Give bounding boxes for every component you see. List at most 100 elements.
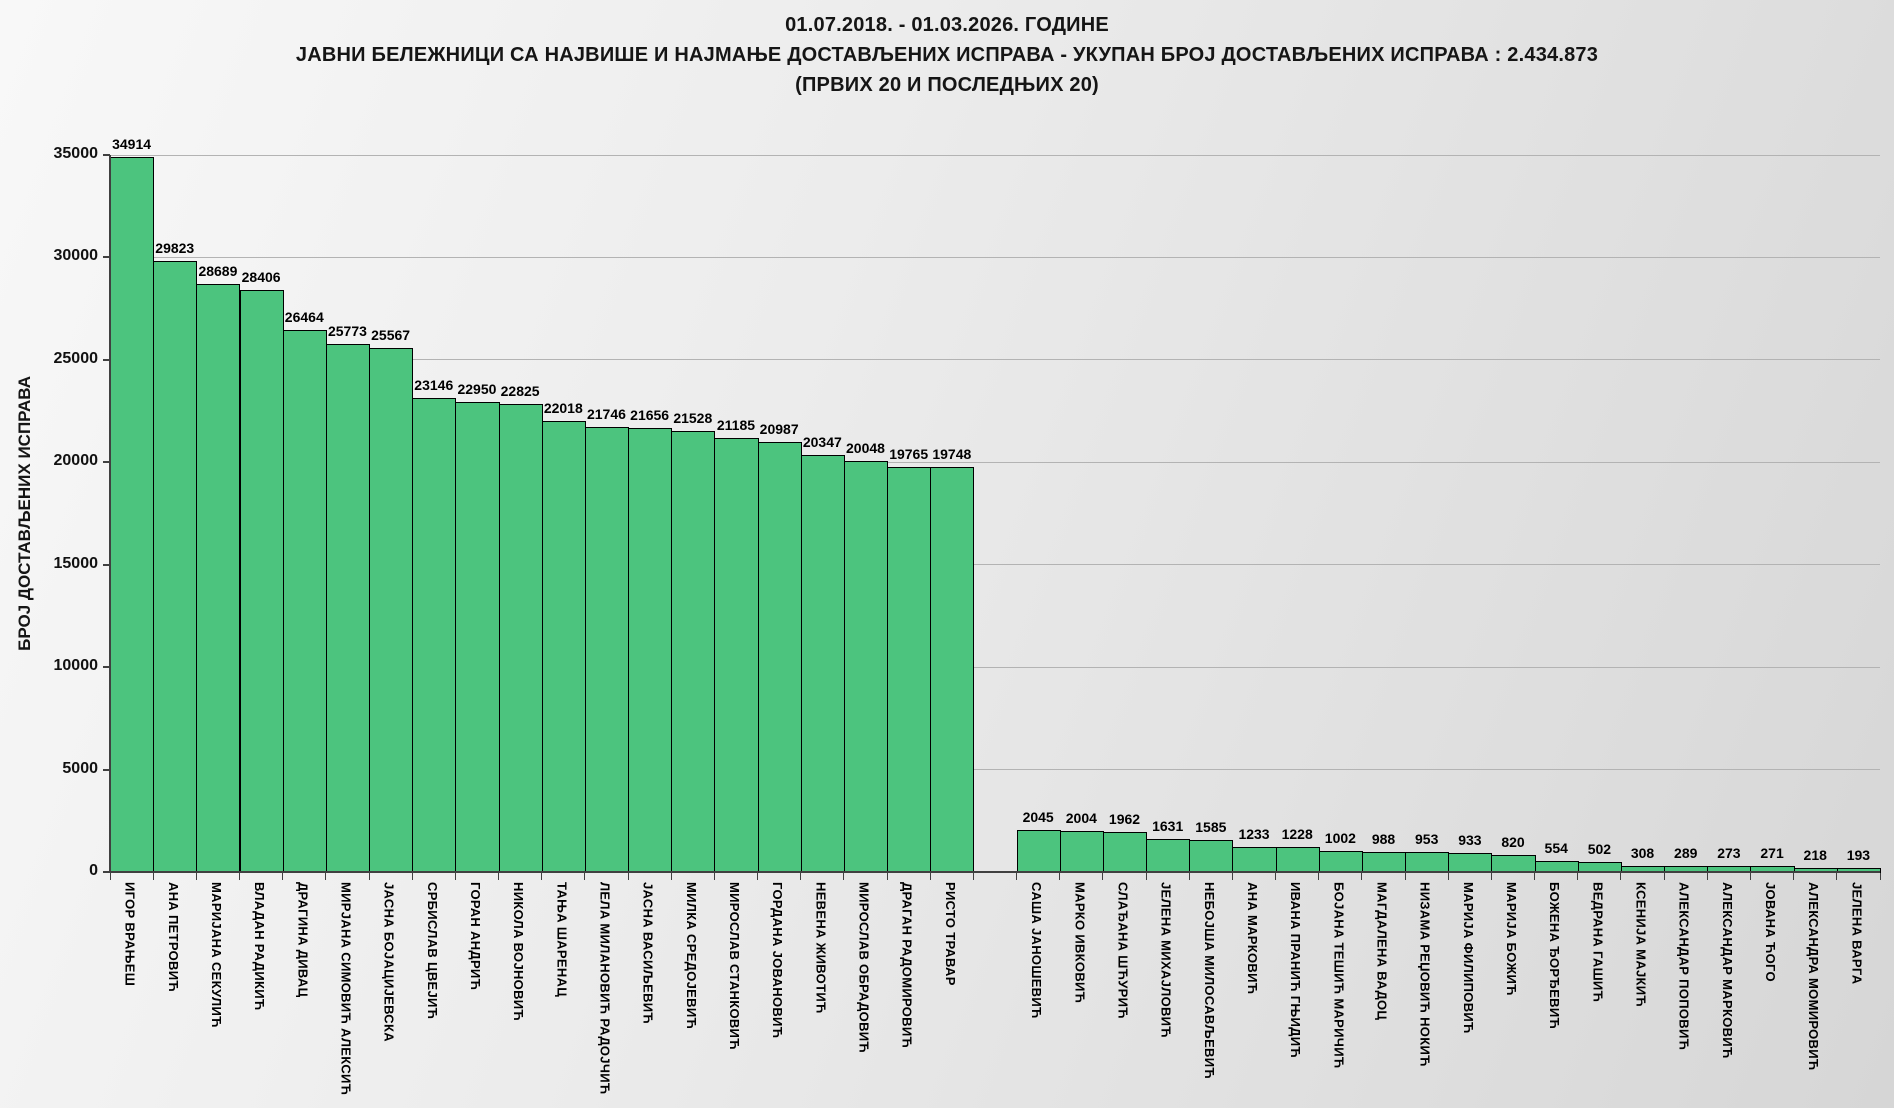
- bar: [369, 348, 414, 873]
- x-axis-tick: [757, 873, 759, 880]
- x-axis-tick: [800, 873, 802, 880]
- x-axis-tick: [1749, 873, 1751, 880]
- bar-category-label: АНА ПЕТРОВИЋ: [165, 882, 181, 993]
- x-axis-tick: [1663, 873, 1665, 880]
- bar: [800, 455, 845, 873]
- x-axis-tick: [1879, 873, 1881, 880]
- bar-category-label: АЛЕКСАНДРА МОМИРОВИЋ: [1806, 882, 1822, 1071]
- x-axis-tick: [1145, 873, 1147, 880]
- chart-title-line3: (ПРВИХ 20 И ПОСЛЕДЊИХ 20): [795, 74, 1099, 96]
- gridline: [110, 359, 1880, 361]
- x-axis-tick: [886, 873, 888, 880]
- bar: [1275, 846, 1320, 873]
- bar-value-label: 1233: [1238, 825, 1270, 842]
- bar-value-label: 21528: [673, 409, 713, 426]
- bar: [757, 442, 802, 873]
- bar-category-label: СЛАЂАНА ШЋУРИЋ: [1115, 882, 1131, 1019]
- bar-value-label: 2045: [1022, 809, 1054, 826]
- bar: [1448, 852, 1493, 873]
- y-tick-label: 35000: [53, 145, 99, 162]
- x-axis-tick: [1188, 873, 1190, 880]
- x-axis-tick: [1447, 873, 1449, 880]
- bar: [1361, 851, 1407, 873]
- bar-category-label: ЛЕЛА МИЛАНОВИЋ РАДОЈЧИЋ: [597, 882, 613, 1095]
- x-axis-tick: [1231, 873, 1233, 880]
- x-axis-tick: [1318, 873, 1320, 880]
- bar-value-label: 20987: [759, 421, 799, 438]
- chart-title-line2: ЈАВНИ БЕЛЕЖНИЦИ СА НАЈВИШЕ И НАЈМАЊЕ ДОС…: [295, 44, 1599, 66]
- x-axis-tick: [584, 873, 586, 880]
- x-axis-tick: [325, 873, 327, 880]
- bar-value-label: 988: [1371, 830, 1396, 847]
- bar-value-label: 22825: [500, 383, 540, 400]
- gridline: [110, 461, 1880, 463]
- bar: [153, 261, 198, 873]
- bar-value-label: 308: [1630, 844, 1655, 861]
- bar: [325, 344, 370, 873]
- bar-category-label: ДРАГАН РАДОМИРОВИЋ: [899, 882, 915, 1049]
- bar-value-label: 1228: [1281, 825, 1313, 842]
- bar: [714, 438, 759, 873]
- bar-category-label: НИКОЛА ВОЈНОВИЋ: [511, 882, 527, 1022]
- y-tick-label: 5000: [62, 759, 98, 777]
- bar-category-label: МИРЈАНА СИМОВИЋ АЛЕКСИЋ: [338, 882, 354, 1096]
- bar-category-label: ГОРДАНА ЈОВАНОВИЋ: [770, 882, 786, 1039]
- bar-value-label: 29823: [155, 240, 195, 257]
- bar-value-label: 289: [1674, 845, 1698, 862]
- bar-category-label: МИРОСЛАВ ОБРАДОВИЋ: [856, 882, 872, 1054]
- y-axis-tick: [103, 768, 110, 771]
- x-axis-tick: [1490, 873, 1492, 880]
- y-tick-label: 20000: [53, 452, 99, 470]
- x-axis-tick: [1059, 873, 1061, 880]
- y-tick-label: 30000: [53, 247, 99, 265]
- bar: [1016, 830, 1061, 873]
- x-axis-tick: [1361, 873, 1363, 880]
- bar-category-label: ЈОВАНА ЋОГО: [1763, 882, 1779, 982]
- bar-category-label: САША ЈАНОШЕВИЋ: [1029, 882, 1045, 1019]
- bar: [887, 467, 932, 873]
- y-axis-tick: [103, 871, 110, 873]
- bar-value-label: 953: [1415, 831, 1439, 848]
- x-axis-tick: [1620, 873, 1622, 880]
- bar-category-label: МАГДАЛЕНА ВАДОЦ: [1374, 882, 1390, 1021]
- bar-value-label: 20347: [802, 434, 842, 451]
- bar: [1146, 838, 1191, 873]
- x-axis-tick: [498, 873, 500, 880]
- x-axis-tick: [1577, 873, 1579, 880]
- bar-category-label: ВЛАДАН РАДИКИЋ: [252, 882, 268, 1011]
- bar: [239, 290, 284, 873]
- bar-category-label: ЈАСНА ВАСИЉЕВИЋ: [640, 882, 656, 1025]
- bar-category-label: АЛЕКСАНДАР ПОПОВИЋ: [1676, 882, 1692, 1051]
- bar-value-label: 19748: [932, 446, 972, 463]
- x-axis-tick: [541, 873, 543, 880]
- bar-value-label: 25567: [371, 327, 411, 344]
- bar-value-label: 34914: [112, 135, 152, 152]
- x-axis-tick: [1793, 873, 1795, 880]
- x-axis-tick: [1836, 873, 1838, 880]
- bar-category-label: ЈЕЛЕНА МИХАЈЛОВИЋ: [1158, 882, 1174, 1038]
- bar: [1232, 846, 1277, 873]
- y-axis-tick: [103, 154, 110, 156]
- y-tick-label: 0: [89, 862, 98, 879]
- bar-category-label: МАРИЈА БОЖИЋ: [1504, 882, 1520, 996]
- x-axis-tick: [1102, 873, 1104, 880]
- bar-value-label: 1002: [1324, 830, 1356, 847]
- bar-category-label: БОЖЕНА ЂОРЂЕВИЋ: [1547, 882, 1563, 1030]
- x-axis-tick: [239, 873, 240, 880]
- bar-category-label: АЛЕКСАНДАР МАРКОВИЋ: [1719, 882, 1735, 1059]
- gridline: [110, 256, 1880, 258]
- bar-value-label: 28406: [241, 269, 281, 286]
- bar-category-label: МИРОСЛАВ СТАНКОВИЋ: [726, 882, 742, 1050]
- x-axis-tick: [1706, 873, 1708, 880]
- gridline: [110, 154, 1880, 156]
- bar-category-label: НИЗАМА РЕЏОВИЋ НОКИЋ: [1417, 882, 1433, 1067]
- bar-category-label: МИЛКА СРЕДОЈЕВИЋ: [683, 882, 699, 1030]
- bar-value-label: 273: [1717, 845, 1741, 862]
- chart-title-line1: 01.07.2018. - 01.03.2026. ГОДИНЕ: [785, 14, 1109, 36]
- bar: [1059, 830, 1104, 873]
- bar: [671, 430, 716, 873]
- bar: [1102, 831, 1148, 873]
- bar-category-label: ЈАСНА БОЈАЦИЈЕВСКА: [381, 882, 397, 1042]
